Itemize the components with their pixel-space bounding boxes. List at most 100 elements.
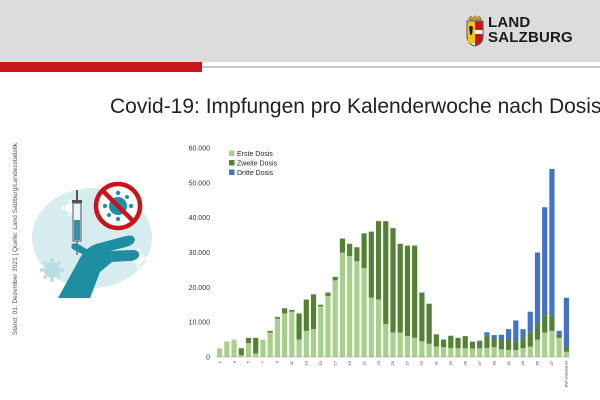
bar-segment-erste-dosis (484, 347, 490, 357)
bar-segment-erste-dosis (325, 296, 331, 357)
bar-segment-erste-dosis (253, 353, 259, 357)
chart-legend: Erste Dosis Zweite Dosis Dritte Dosis (229, 150, 278, 177)
x-tick-label: 29 (419, 360, 424, 365)
bar-segment-erste-dosis (433, 346, 439, 357)
bar-segment-erste-dosis (520, 348, 526, 357)
bar-segment-zweite-dosis (440, 339, 447, 348)
bar-segment-erste-dosis (217, 348, 223, 357)
bar-segment-erste-dosis (383, 323, 389, 357)
x-tick-label: 39 (491, 360, 496, 365)
bar-segment-zweite-dosis (397, 243, 403, 333)
bar-segment-erste-dosis (332, 280, 338, 357)
bar-segment-dritte-dosis (513, 320, 519, 342)
bar-segment-zweite-dosis (563, 346, 569, 352)
bar-segment-dritte-dosis (505, 329, 512, 340)
bar-segment-erste-dosis (238, 355, 244, 357)
x-tick-label: 41 (506, 360, 511, 365)
bar-segment-zweite-dosis (368, 231, 374, 298)
bar-segment-erste-dosis (498, 349, 504, 357)
legend-label: Erste Dosis (237, 151, 273, 158)
bar-segment-zweite-dosis (325, 292, 331, 297)
legend-swatch (229, 150, 235, 156)
bar-segment-erste-dosis (231, 339, 237, 357)
bar-segment-zweite-dosis (462, 336, 468, 349)
bar-segment-zweite-dosis (383, 221, 389, 324)
bar-segment-zweite-dosis (332, 276, 338, 281)
bar-segment-erste-dosis (296, 339, 302, 357)
bar-segment-erste-dosis (455, 348, 461, 357)
bar-segment-zweite-dosis (296, 313, 302, 340)
x-tick-label: 9 (275, 360, 280, 363)
x-tick-label: 17 (332, 360, 337, 365)
bar-segment-zweite-dosis (469, 341, 476, 349)
bar-segment-zweite-dosis (412, 245, 418, 338)
header-divider (202, 66, 600, 68)
bar-segment-zweite-dosis (303, 299, 309, 331)
x-tick-label: 35 (462, 360, 467, 365)
logo-line-1: LAND (488, 14, 531, 31)
coat-of-arms-icon (466, 15, 484, 47)
bar-segment-erste-dosis (556, 337, 562, 357)
bar-segment-erste-dosis (375, 299, 382, 357)
bar-segment-erste-dosis (397, 332, 403, 357)
y-axis: 0 10.000 20.000 30.000 40.000 50.000 60.000 (189, 146, 211, 362)
y-tick-label: 60.000 (189, 146, 211, 153)
bar-segment-zweite-dosis (527, 332, 533, 347)
bar-segment-erste-dosis (289, 311, 295, 357)
bar-segment-zweite-dosis (267, 330, 273, 333)
x-tick-label: 27 (405, 360, 410, 365)
bar-segment-zweite-dosis (289, 309, 295, 312)
bar-segment-erste-dosis (303, 330, 309, 358)
legend-label: Zweite Dosis (237, 160, 278, 167)
bar-segment-erste-dosis (310, 329, 317, 357)
bar-segment-zweite-dosis (477, 341, 483, 349)
bar-segment-zweite-dosis (549, 315, 555, 331)
bar-segment-dritte-dosis (520, 329, 526, 338)
bar-segment-erste-dosis (462, 348, 468, 357)
bar-segment-dritte-dosis (477, 340, 483, 342)
brand-accent-bar (0, 62, 202, 72)
x-tick-label: 15 (318, 360, 323, 365)
bar-segment-erste-dosis (491, 347, 497, 357)
bar-segment-erste-dosis (426, 343, 432, 357)
bar-segment-erste-dosis (469, 348, 476, 357)
bar-segment-erste-dosis (440, 347, 447, 357)
land-salzburg-logo: LAND SALZBURG (466, 15, 576, 49)
bar-segment-dritte-dosis (484, 332, 490, 336)
page-title: Covid-19: Impfungen pro Kalenderwoche na… (110, 95, 600, 118)
bar-segment-zweite-dosis (491, 338, 497, 348)
vaccination-illustration (32, 181, 152, 298)
y-tick-label: 40.000 (189, 215, 211, 222)
x-tick-label: 3 (231, 360, 236, 363)
bar-segment-zweite-dosis (433, 334, 439, 347)
x-tick-label: 47 (549, 360, 554, 365)
bar-segment-zweite-dosis (520, 337, 526, 349)
x-tick-label: 37 (477, 360, 482, 365)
legend-label: Dritte Dosis (237, 170, 274, 177)
bar-segment-erste-dosis (339, 252, 346, 357)
bar-segment-zweite-dosis (448, 335, 454, 348)
bar-segment-zweite-dosis (375, 221, 382, 300)
bar-segment-erste-dosis (224, 341, 230, 357)
bar-segment-zweite-dosis (318, 304, 324, 307)
bar-segment-zweite-dosis (274, 316, 281, 319)
virus-icon-small (40, 258, 64, 282)
logo-line-2: SALZBURG (488, 29, 573, 46)
bar-segment-erste-dosis (419, 341, 425, 357)
bar-segment-erste-dosis (527, 346, 533, 357)
x-tick-label: 31 (434, 360, 439, 365)
x-tick-label: 45 (535, 360, 540, 365)
bar-segment-dritte-dosis (542, 207, 548, 316)
x-tick-label: 7 (260, 360, 265, 363)
bar-segment-erste-dosis (542, 332, 548, 357)
bar-segment-erste-dosis (354, 261, 360, 357)
bar-segment-dritte-dosis (498, 334, 504, 340)
y-tick-label: 30.000 (189, 250, 211, 257)
x-tick-label: 11 (289, 360, 294, 365)
bar-segment-erste-dosis (563, 351, 569, 357)
bar-segment-zweite-dosis (534, 323, 541, 340)
y-tick-label: 20.000 (189, 285, 211, 292)
x-axis: 1 3 5 7 9 11 13 15 17 19 21 23 25 27 29 31 33 35 37 39 41 43 4… (217, 360, 569, 387)
bar-segment-erste-dosis (549, 330, 555, 358)
bar-segment-zweite-dosis (339, 238, 346, 253)
